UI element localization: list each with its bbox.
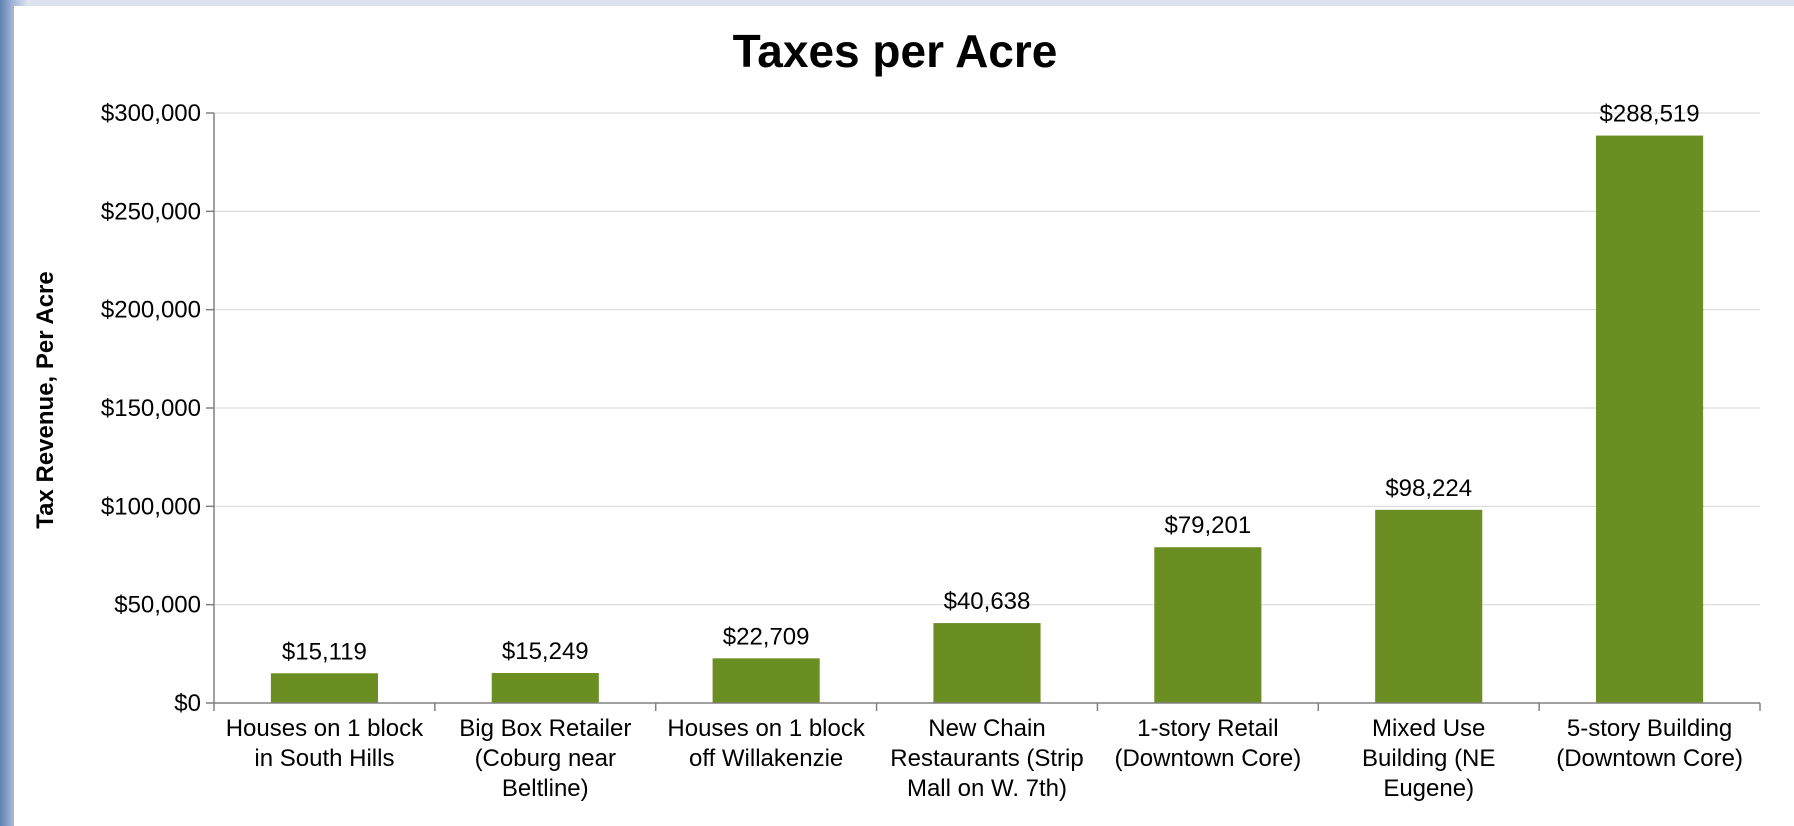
y-tick-label: $50,000 (114, 592, 201, 619)
data-label: $98,224 (1385, 475, 1472, 502)
x-category-labels: Houses on 1 block in South Hills Big Box R… (226, 715, 1743, 802)
x-category-label: Big Box Retailer (Coburg near Beltline) (459, 715, 631, 802)
y-axis-label: Tax Revenue, Per Acre (32, 271, 59, 528)
bar-chart: Taxes per Acre Tax Revenue, Per Acre $0$… (32, 25, 1761, 802)
bar (491, 673, 599, 703)
x-category-label: New Chain Restaurants (Strip Mall on W. 7t… (890, 715, 1083, 802)
x-category-label: 5-story Building (Downtown Core) (1556, 715, 1743, 772)
x-category-label: Houses on 1 block in South Hills (226, 715, 424, 772)
data-label: $22,709 (723, 623, 810, 650)
x-category-label-line: New Chain (928, 715, 1045, 742)
x-category-label-line: off Willakenzie (689, 745, 843, 772)
chart-panel: Taxes per Acre Tax Revenue, Per Acre $0 $… (14, 6, 1794, 826)
x-category-label: Mixed Use Building (NE Eugene) (1362, 715, 1495, 802)
y-tick-label: $150,000 (101, 395, 201, 422)
data-label: $40,638 (944, 588, 1031, 615)
x-category-label-line: Houses on 1 block (226, 715, 424, 742)
gridlines (214, 112, 1760, 606)
data-label: $15,119 (282, 638, 367, 665)
bar (1596, 135, 1704, 704)
x-category-label-line: Mall on W. 7th) (907, 775, 1067, 802)
y-tick-label: $100,000 (101, 493, 201, 520)
axes (206, 112, 1761, 711)
y-tick-label: $300,000 (101, 100, 201, 127)
bar (1154, 547, 1262, 703)
x-category-label-line: Eugene) (1383, 775, 1474, 802)
x-category-label-line: Building (NE (1362, 745, 1495, 772)
x-category-label-line: (Downtown Core) (1114, 745, 1301, 772)
x-category-label-line: Houses on 1 block (667, 715, 865, 742)
data-labels: $15,119 $15,249 $22,709 $40,638 $79,201 $98,2… (282, 101, 1700, 666)
x-category-label-line: in South Hills (254, 745, 394, 772)
x-category-label-line: (Downtown Core) (1556, 745, 1743, 772)
data-label: $79,201 (1164, 512, 1251, 539)
chart-title: Taxes per Acre (733, 25, 1058, 77)
bar (933, 623, 1041, 703)
y-tick-labels: $0 $50,000 $100,000 $150,000 $200,000 $250,00… (101, 100, 201, 717)
bar (270, 673, 378, 703)
x-category-label-line: Restaurants (Strip (890, 745, 1083, 772)
y-tick-label: $200,000 (101, 297, 201, 324)
x-category-label-line: (Coburg near (475, 745, 616, 772)
x-category-label: Houses on 1 block off Willakenzie (667, 715, 865, 772)
x-category-label-line: Big Box Retailer (459, 715, 631, 742)
bars (270, 135, 1704, 704)
y-tick-label: $0 (174, 690, 201, 717)
x-category-label: 1-story Retail (Downtown Core) (1114, 715, 1301, 772)
x-category-label-line: Mixed Use (1372, 715, 1485, 742)
x-category-label-line: 1-story Retail (1137, 715, 1278, 742)
bar (1375, 509, 1483, 703)
data-label: $288,519 (1600, 101, 1700, 128)
data-label: $15,249 (502, 638, 589, 665)
x-category-label-line: 5-story Building (1567, 715, 1732, 742)
x-category-label-line: Beltline) (502, 775, 589, 802)
bar (712, 658, 820, 703)
y-tick-label: $250,000 (101, 198, 201, 225)
